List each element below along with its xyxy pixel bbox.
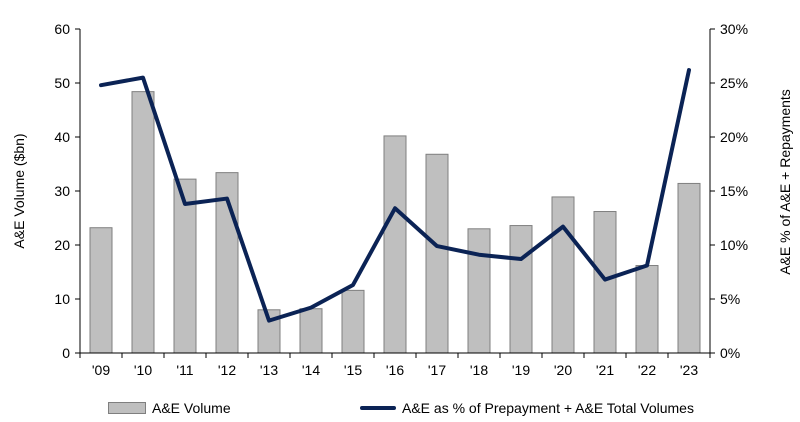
y-tick-right-4: 20% <box>720 129 748 145</box>
x-tick-1: '10 <box>134 362 152 378</box>
x-tick-0: '09 <box>92 362 110 378</box>
bar-series <box>89 91 701 354</box>
y-tick-left-0: 0 <box>62 345 70 361</box>
x-tick-6: '15 <box>344 362 362 378</box>
bar-5 <box>299 308 323 354</box>
y-tick-left-6: 60 <box>54 21 70 37</box>
x-tick-14: '23 <box>680 362 698 378</box>
ticks: 0 10 20 30 40 50 60 0% 5% 10% 15% 20% 25% 30% '09 '10 '1… <box>54 21 748 378</box>
legend-label-bar: A&E Volume <box>152 400 231 416</box>
x-tick-8: '17 <box>428 362 446 378</box>
y-tick-right-0: 0% <box>720 345 740 361</box>
x-tick-4: '13 <box>260 362 278 378</box>
x-tick-10: '19 <box>512 362 530 378</box>
bar-0 <box>89 227 113 354</box>
y-tick-right-5: 25% <box>720 75 748 91</box>
bar-14 <box>677 182 701 354</box>
x-tick-7: '16 <box>386 362 404 378</box>
bar-7 <box>383 135 407 354</box>
line-series-path <box>99 68 691 323</box>
x-tick-2: '11 <box>176 362 193 378</box>
y-tick-right-3: 15% <box>720 183 748 199</box>
bar-6 <box>341 289 365 354</box>
bar-13 <box>635 265 659 354</box>
y-tick-left-1: 10 <box>54 291 70 307</box>
line-series <box>99 68 691 323</box>
y-tick-right-1: 5% <box>720 291 740 307</box>
y-tick-left-5: 50 <box>54 75 70 91</box>
y-tick-left-2: 20 <box>54 237 70 253</box>
legend-swatch-bar <box>108 402 146 414</box>
x-tick-12: '21 <box>596 362 614 378</box>
bar-8 <box>425 153 449 354</box>
bar-12 <box>593 211 617 354</box>
x-tick-5: '14 <box>302 362 320 378</box>
y-axis-title-right: A&E % of A&E + Repayments <box>777 89 793 275</box>
bar-11 <box>551 196 575 354</box>
x-tick-13: '22 <box>638 362 656 378</box>
y-tick-right-2: 10% <box>720 237 748 253</box>
x-tick-3: '12 <box>218 362 236 378</box>
y-tick-left-3: 30 <box>54 183 70 199</box>
x-tick-9: '18 <box>470 362 488 378</box>
bar-9 <box>467 228 491 354</box>
y-tick-left-4: 40 <box>54 129 70 145</box>
y-axis-title-left: A&E Volume ($bn) <box>11 133 27 248</box>
y-tick-right-6: 30% <box>720 21 748 37</box>
legend-item-bar: A&E Volume <box>108 398 231 418</box>
bar-10 <box>509 225 533 354</box>
legend-swatch-line <box>360 406 396 410</box>
legend-item-line: A&E as % of Prepayment + A&E Total Volum… <box>360 398 694 418</box>
x-tick-11: '20 <box>554 362 572 378</box>
legend-label-line: A&E as % of Prepayment + A&E Total Volum… <box>402 400 694 416</box>
bar-1 <box>131 91 155 354</box>
